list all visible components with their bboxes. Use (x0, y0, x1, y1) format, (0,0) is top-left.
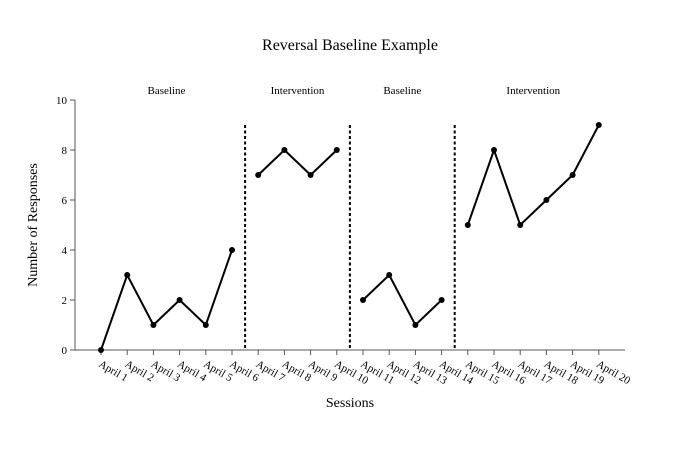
data-point (491, 147, 497, 153)
data-point (124, 272, 131, 278)
phase-change-lines (244, 125, 456, 350)
data-point (98, 347, 104, 353)
data-point (386, 272, 393, 278)
phase-label: Baseline (383, 85, 421, 97)
data-point (202, 322, 209, 328)
data-point (150, 322, 157, 328)
series-line (466, 124, 600, 227)
series (98, 122, 602, 353)
y-tick-label: 0 (62, 345, 68, 357)
y-tick-label: 6 (62, 195, 68, 207)
series-line (257, 148, 338, 177)
data-point (569, 172, 576, 178)
chart-title: Reversal Baseline Example (262, 37, 438, 54)
data-point (333, 147, 340, 153)
y-ticks: 0 2 4 6 8 10 (56, 95, 75, 357)
data-point (176, 297, 183, 303)
data-point (517, 222, 524, 228)
data-point (255, 172, 262, 178)
data-point (281, 147, 288, 153)
x-tick-label: April 7 (254, 358, 288, 384)
data-point (412, 322, 419, 328)
series-line (100, 249, 233, 351)
y-tick-label: 10 (56, 95, 68, 107)
x-tick-label: April 2 (123, 358, 156, 384)
x-tick-label: April 5 (201, 358, 235, 384)
phase-labels: Baseline Intervention Baseline Intervention (148, 85, 561, 97)
x-tick-label: April 6 (228, 358, 262, 384)
data-point (595, 122, 602, 128)
data-point (464, 222, 471, 228)
data-point (438, 297, 445, 303)
x-tick-label: April 8 (280, 358, 314, 384)
y-tick-label: 2 (62, 295, 68, 307)
x-axis-title: Sessions (326, 396, 374, 411)
series-line (362, 273, 443, 327)
x-tick-label: April 3 (149, 358, 183, 384)
y-tick-label: 4 (62, 245, 68, 257)
x-tick-label: April 4 (175, 358, 209, 384)
axes (74, 100, 625, 351)
phase-label: Baseline (148, 85, 186, 97)
x-tick-label: April 9 (306, 358, 340, 384)
data-point (229, 247, 235, 253)
y-tick-label: 8 (62, 145, 68, 157)
phase-label: Intervention (506, 85, 560, 97)
data-point (307, 172, 314, 178)
phase-label: Intervention (271, 85, 325, 97)
y-axis-title: Number of Responses (26, 163, 41, 287)
data-point (360, 297, 366, 303)
data-point (543, 197, 550, 203)
x-tick-label: April 1 (97, 358, 130, 384)
